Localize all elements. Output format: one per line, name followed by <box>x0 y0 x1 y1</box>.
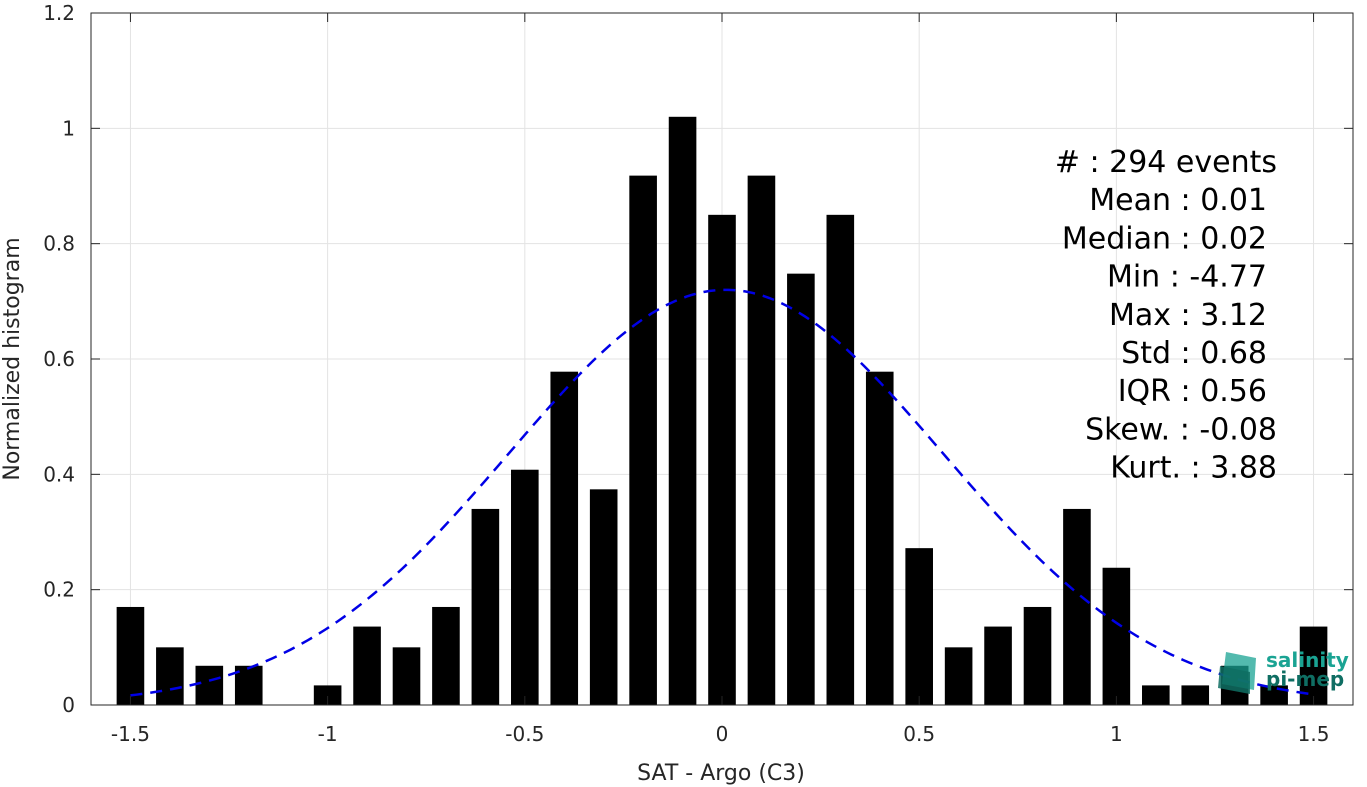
stats-line: Min : -4.77 <box>1107 260 1267 295</box>
y-tick-label: 1 <box>62 116 75 140</box>
logo-text-line2: pi-mep <box>1266 667 1344 691</box>
stats-line: Kurt. : 3.88 <box>1110 451 1277 486</box>
y-tick-label: 0.4 <box>43 462 75 486</box>
x-tick-label: -1 <box>318 722 338 746</box>
y-tick-label: 0.8 <box>43 232 75 256</box>
histogram-bar <box>195 665 224 705</box>
x-tick-label: 1 <box>1110 722 1123 746</box>
histogram-bar <box>511 469 539 705</box>
histogram-bar <box>629 175 657 705</box>
salinity-pimep-logo: salinity pi-mep <box>1218 648 1349 694</box>
y-tick-label: 0.2 <box>43 578 75 602</box>
y-tick-label: 1.2 <box>43 1 75 25</box>
histogram-bar <box>116 606 145 705</box>
histogram-bar <box>432 606 460 705</box>
histogram-bar <box>826 214 855 706</box>
histogram-bar <box>550 371 579 705</box>
stats-line: Skew. : -0.08 <box>1085 412 1277 447</box>
logo-text-line1: salinity <box>1266 648 1349 672</box>
axis-ticks <box>91 12 1353 706</box>
histogram-bar <box>708 214 736 706</box>
stats-line: # : 294 events <box>1055 145 1277 180</box>
y-axis-title: Normalized histogram <box>0 237 25 480</box>
histogram-bar <box>392 647 421 705</box>
histogram-bar <box>1023 606 1052 705</box>
histogram-bar <box>1181 685 1210 705</box>
histogram-bar <box>944 647 973 705</box>
stats-line: Mean : 0.01 <box>1089 183 1267 218</box>
histogram-bar <box>353 626 381 705</box>
histogram-bar <box>589 489 618 705</box>
x-tick-label: -1.5 <box>111 722 150 746</box>
stats-line: IQR : 0.56 <box>1118 374 1267 409</box>
x-tick-label: 1.5 <box>1298 722 1330 746</box>
x-tick-label: 0 <box>716 722 729 746</box>
histogram-bar <box>471 508 500 705</box>
histogram-bar <box>156 647 184 705</box>
stats-line: Max : 3.12 <box>1109 298 1267 333</box>
histogram-bar <box>747 175 776 705</box>
x-tick-label: 0.5 <box>903 722 935 746</box>
gaussian-fit-curve <box>130 288 1314 697</box>
histogram-bar <box>1142 685 1170 705</box>
histogram-bar <box>1063 508 1091 705</box>
x-tick-label: -0.5 <box>505 722 544 746</box>
logo-mark-front <box>1218 666 1250 694</box>
histogram-bar <box>865 371 894 705</box>
tick-labels: -1.5 -1 -0.5 0 0.5 1 1.5 0 0.2 0.4 0.6 0.8 1 1.2 <box>43 1 1329 746</box>
stats-line: Std : 0.68 <box>1121 336 1267 371</box>
stats-line: Median : 0.02 <box>1062 221 1267 256</box>
histogram-bar <box>313 685 342 705</box>
histogram-bar <box>905 548 933 705</box>
y-tick-label: 0.6 <box>43 347 75 371</box>
histogram-bar <box>1102 567 1131 705</box>
histogram-bar <box>668 116 697 706</box>
histogram-bar <box>787 273 815 705</box>
y-tick-label: 0 <box>62 693 75 717</box>
histogram-bar <box>984 626 1012 705</box>
x-axis-title: SAT - Argo (C3) <box>637 761 805 786</box>
bars <box>116 116 1328 706</box>
